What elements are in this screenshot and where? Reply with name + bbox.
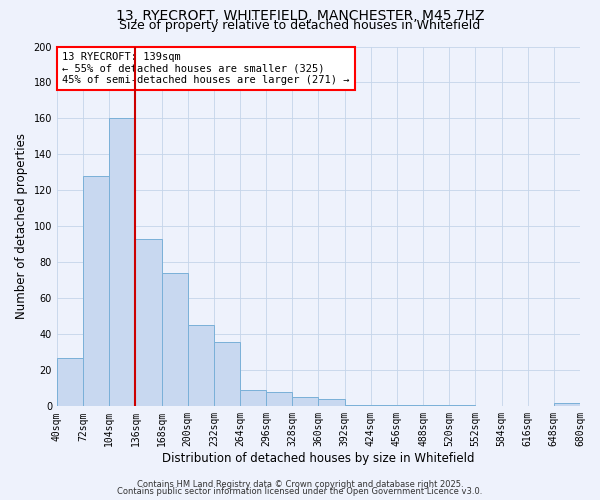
- Bar: [109, 118, 136, 406]
- Bar: [214, 342, 240, 406]
- Bar: [344, 404, 371, 406]
- Bar: [423, 404, 449, 406]
- Bar: [161, 273, 188, 406]
- Bar: [136, 239, 161, 406]
- Bar: [292, 398, 319, 406]
- Bar: [554, 402, 580, 406]
- Bar: [83, 176, 109, 406]
- Bar: [188, 326, 214, 406]
- Y-axis label: Number of detached properties: Number of detached properties: [15, 134, 28, 320]
- Text: Contains HM Land Registry data © Crown copyright and database right 2025.: Contains HM Land Registry data © Crown c…: [137, 480, 463, 489]
- Text: Size of property relative to detached houses in Whitefield: Size of property relative to detached ho…: [119, 18, 481, 32]
- Bar: [371, 404, 397, 406]
- Bar: [57, 358, 83, 406]
- Bar: [266, 392, 292, 406]
- Text: 13, RYECROFT, WHITEFIELD, MANCHESTER, M45 7HZ: 13, RYECROFT, WHITEFIELD, MANCHESTER, M4…: [116, 9, 484, 23]
- Bar: [397, 404, 423, 406]
- Text: 13 RYECROFT: 139sqm
← 55% of detached houses are smaller (325)
45% of semi-detac: 13 RYECROFT: 139sqm ← 55% of detached ho…: [62, 52, 350, 85]
- Bar: [240, 390, 266, 406]
- X-axis label: Distribution of detached houses by size in Whitefield: Distribution of detached houses by size …: [162, 452, 475, 465]
- Bar: [319, 399, 344, 406]
- Text: Contains public sector information licensed under the Open Government Licence v3: Contains public sector information licen…: [118, 487, 482, 496]
- Bar: [449, 404, 475, 406]
